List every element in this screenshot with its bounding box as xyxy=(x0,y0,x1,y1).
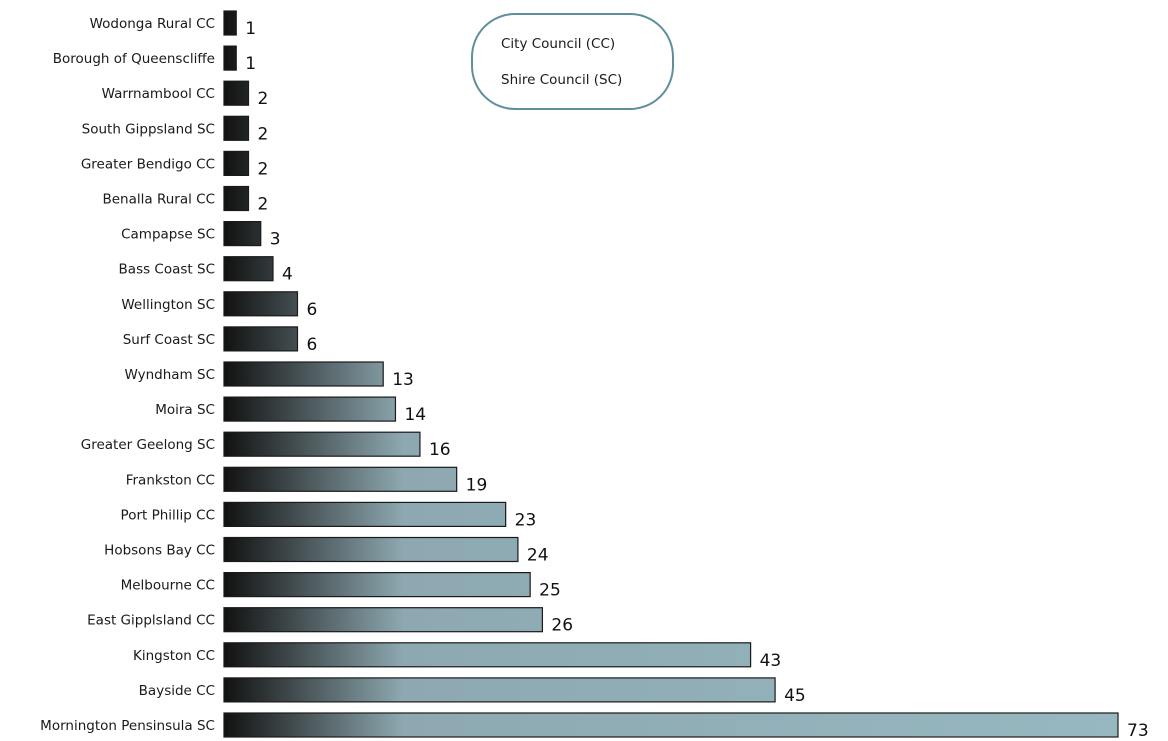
bar-frankston-cc xyxy=(223,466,458,492)
value-label-greater-geelong-sc: 16 xyxy=(429,440,451,460)
bar-warrnambool-cc xyxy=(223,80,250,106)
value-label-south-gippsland-sc: 2 xyxy=(257,124,268,144)
value-label-port-phillip-cc: 23 xyxy=(515,510,537,530)
bar-south-gippsland-sc xyxy=(223,115,250,141)
category-label-campapse-sc: Campapse SC xyxy=(121,227,215,243)
value-label-kingston-cc: 43 xyxy=(760,651,782,671)
bar-benalla-rural-cc xyxy=(223,185,250,212)
value-label-mornington-pensinsula-sc: 73 xyxy=(1127,721,1149,741)
bar-borough-of-queenscliffe xyxy=(223,45,237,71)
value-label-wellington-sc: 6 xyxy=(306,300,317,320)
bar-bass-coast-sc xyxy=(223,256,274,282)
category-label-greater-geelong-sc: Greater Geelong SC xyxy=(81,437,215,453)
value-label-wodonga-rural-cc: 1 xyxy=(245,19,256,39)
value-label-borough-of-queenscliffe: 1 xyxy=(245,54,256,74)
value-label-surf-coast-sc: 6 xyxy=(306,335,317,355)
legend: City Council (CC) Shire Council (SC) xyxy=(471,13,674,110)
value-label-bass-coast-sc: 4 xyxy=(282,265,293,285)
bar-moira-sc xyxy=(223,396,397,422)
value-label-greater-bendigo-cc: 2 xyxy=(257,159,268,179)
bar-wyndham-sc xyxy=(223,361,384,387)
value-label-campapse-sc: 3 xyxy=(270,230,281,250)
bar-melbourne-cc xyxy=(223,571,531,598)
category-label-benalla-rural-cc: Benalla Rural CC xyxy=(102,192,215,208)
bar-greater-geelong-sc xyxy=(223,431,421,457)
category-label-east-gipplsland-cc: East Gipplsland CC xyxy=(87,613,215,629)
bar-bayside-cc xyxy=(223,677,776,703)
bar-campapse-sc xyxy=(223,221,262,247)
category-label-surf-coast-sc: Surf Coast SC xyxy=(123,332,215,348)
value-label-bayside-cc: 45 xyxy=(784,686,806,706)
bar-east-gipplsland-cc xyxy=(223,607,544,633)
value-label-wyndham-sc: 13 xyxy=(392,370,414,390)
category-label-bass-coast-sc: Bass Coast SC xyxy=(119,262,215,278)
value-label-moira-sc: 14 xyxy=(404,405,426,425)
legend-entry-shire-council: Shire Council (SC) xyxy=(501,72,623,88)
category-label-south-gippsland-sc: South Gippsland SC xyxy=(82,121,215,137)
category-label-bayside-cc: Bayside CC xyxy=(139,683,215,699)
category-label-warrnambool-cc: Warrnambool CC xyxy=(102,86,215,102)
bar-greater-bendigo-cc xyxy=(223,150,250,176)
category-label-port-phillip-cc: Port Phillip CC xyxy=(121,507,215,523)
category-label-frankston-cc: Frankston CC xyxy=(126,472,215,488)
value-label-east-gipplsland-cc: 26 xyxy=(551,616,573,636)
bar-surf-coast-sc xyxy=(223,326,299,352)
value-label-frankston-cc: 19 xyxy=(466,475,488,495)
category-label-moira-sc: Moira SC xyxy=(155,402,215,418)
bar-port-phillip-cc xyxy=(223,501,507,527)
category-label-wellington-sc: Wellington SC xyxy=(121,297,215,313)
bars-layer: Wodonga Rural CC 1 Borough of Queenscliffe… xyxy=(40,10,1149,741)
bar-kingston-cc xyxy=(223,642,752,668)
category-label-kingston-cc: Kingston CC xyxy=(133,648,215,664)
value-label-melbourne-cc: 25 xyxy=(539,581,561,601)
category-label-wodonga-rural-cc: Wodonga Rural CC xyxy=(90,16,215,32)
legend-entry-city-council: City Council (CC) xyxy=(501,36,616,52)
category-label-melbourne-cc: Melbourne CC xyxy=(121,578,215,594)
value-label-benalla-rural-cc: 2 xyxy=(257,195,268,215)
value-label-warrnambool-cc: 2 xyxy=(257,89,268,109)
category-label-hobsons-bay-cc: Hobsons Bay CC xyxy=(104,543,215,559)
value-label-hobsons-bay-cc: 24 xyxy=(527,546,549,566)
category-label-borough-of-queenscliffe: Borough of Queenscliffe xyxy=(53,51,215,67)
bar-hobsons-bay-cc xyxy=(223,536,519,563)
category-label-greater-bendigo-cc: Greater Bendigo CC xyxy=(81,156,215,172)
bar-wellington-sc xyxy=(223,291,299,317)
category-label-wyndham-sc: Wyndham SC xyxy=(125,367,216,383)
bar-wodonga-rural-cc xyxy=(223,10,237,36)
bar-mornington-pensinsula-sc xyxy=(223,712,1119,738)
category-label-mornington-pensinsula-sc: Mornington Pensinsula SC xyxy=(40,718,215,734)
